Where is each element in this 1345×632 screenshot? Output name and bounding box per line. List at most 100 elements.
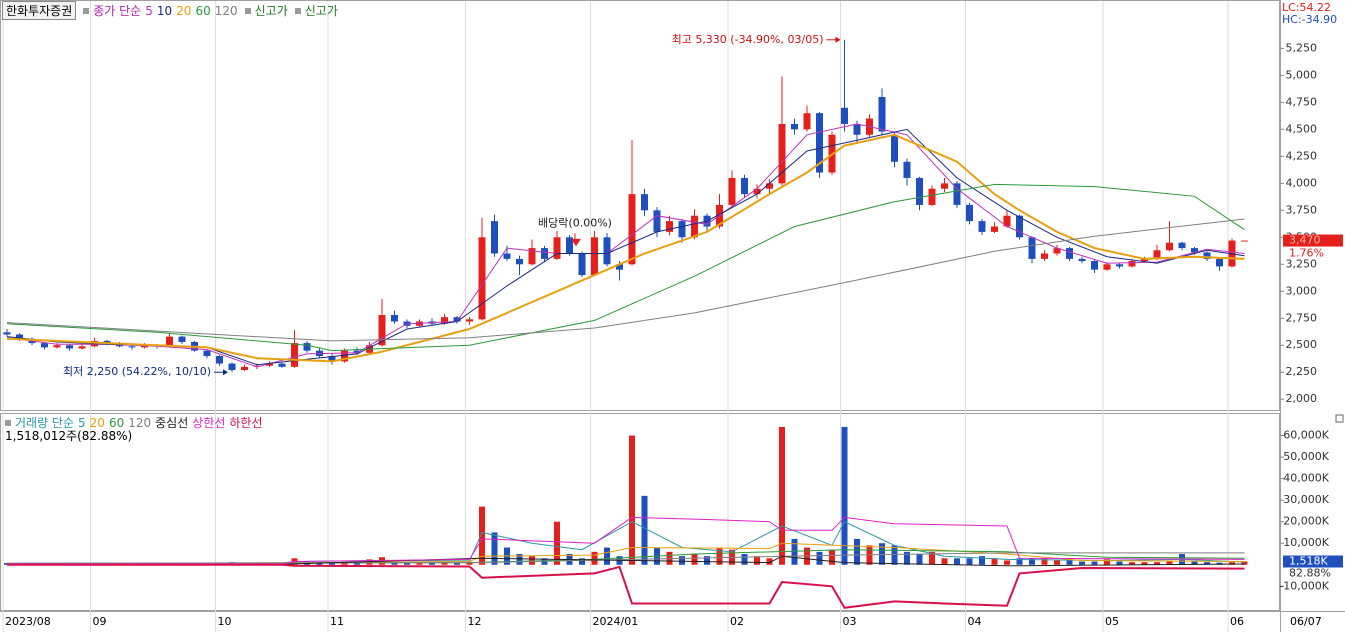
legend-item: 상한선 [192, 416, 226, 430]
candle-body [1241, 240, 1248, 242]
price-panel [0, 0, 1280, 411]
annotation: 배당락(0.00%) [538, 216, 612, 229]
volume-bar [1241, 561, 1248, 565]
candle-body [691, 215, 698, 238]
candle-body [241, 366, 248, 371]
volume-bar [1029, 558, 1035, 565]
volume-panel [0, 413, 1280, 611]
candle-body [1216, 258, 1223, 267]
candle-body [278, 363, 286, 367]
y-tick-label: 20,000K [1283, 515, 1329, 528]
candle-body [616, 264, 623, 270]
legend-item: 20 [89, 415, 105, 430]
volume-bar [1191, 561, 1198, 565]
volume-bar [941, 558, 948, 565]
last-price-change: 1.76% [1289, 247, 1324, 260]
volume-bar [1166, 561, 1173, 565]
candle-body [1028, 237, 1036, 259]
candle-body [778, 123, 786, 184]
candle-body [578, 253, 586, 276]
candle-body [41, 343, 48, 348]
volume-bar [1154, 562, 1160, 565]
candle-body [1041, 253, 1048, 259]
candle-body [216, 356, 223, 364]
price-legend: 한화투자증권 종가 단순 5 10 20 60 120 신고가 신고가 [2, 1, 338, 20]
average-line [6, 128, 1245, 366]
volume-legend: 거래량 단순 5 20 60 120 중심선 상한선 하한선 [2, 414, 263, 431]
volume-bar [604, 547, 610, 565]
lc-label: LC:54.22 [1282, 1, 1331, 14]
candle-body [128, 346, 136, 348]
x-tick-label: 05 [1105, 615, 1119, 628]
candle-body [78, 346, 86, 349]
average-line [7, 555, 1245, 567]
legend-item: 60 [108, 415, 125, 430]
candle-body [1103, 264, 1111, 270]
y-tick-label: 10,000K [1283, 536, 1329, 549]
volume-bar [491, 532, 498, 565]
y-tick-label: 4,750 [1286, 95, 1318, 108]
volume-bar [679, 556, 685, 565]
y-tick-label: 30,000K [1283, 493, 1329, 506]
volume-bar [641, 495, 648, 565]
volume-bar [829, 549, 835, 565]
volume-bar [754, 556, 760, 565]
arrow-head [835, 36, 841, 43]
volume-bar [854, 538, 860, 565]
volume-bar [954, 558, 960, 565]
candle-body [328, 356, 336, 362]
hc-label: HC:-34.90 [1282, 13, 1337, 26]
legend-item: 20 [176, 3, 192, 18]
y-tick-label: 60,000K [1283, 429, 1329, 442]
volume-bar [329, 562, 335, 565]
candle-body [553, 237, 561, 259]
volume-bar [904, 551, 910, 565]
annotation: 최저 2,250 (54.22%, 10/10) [63, 365, 211, 378]
candle-body [541, 248, 548, 259]
panel-close-button[interactable] [1335, 414, 1344, 423]
x-tick-label: 2024/01 [593, 615, 639, 628]
candle-body [1003, 215, 1011, 227]
candle-body [1128, 261, 1136, 267]
volume-bar [1216, 562, 1223, 565]
candle-body [641, 194, 648, 211]
y-tick-label: 4,250 [1286, 149, 1318, 162]
y-tick-label: 4,000 [1286, 176, 1318, 189]
candle-body [816, 113, 823, 173]
legend-item: 120 [128, 415, 152, 430]
arrow-head [223, 369, 228, 376]
candle-body [678, 221, 686, 238]
candle-body [416, 321, 423, 326]
candle-body [1091, 261, 1098, 270]
candle-body [141, 345, 148, 348]
candle-body [941, 183, 948, 189]
candle-body [478, 237, 486, 320]
volume-bar [879, 543, 885, 565]
volume-bar [966, 558, 973, 565]
candle-body [853, 123, 861, 135]
volume-bar [341, 562, 348, 565]
last-volume-label: 1,518K [1289, 554, 1328, 567]
last-price-label: 3,470 [1289, 234, 1321, 247]
candle-body [666, 221, 673, 232]
last-price-tag [1283, 234, 1343, 247]
average-line [7, 516, 1245, 565]
legend-marker [294, 7, 301, 14]
candle-body [353, 350, 361, 353]
y-tick-label: 2,500 [1286, 338, 1318, 351]
y-tick-label: 3,000 [1286, 284, 1318, 297]
candle-body [66, 345, 73, 349]
candle-body [728, 177, 736, 205]
legend-marker [244, 7, 251, 14]
average-line [7, 563, 1245, 609]
average-line [6, 552, 1245, 564]
candle-body [891, 134, 898, 162]
candle-body [1166, 242, 1173, 251]
volume-bar [991, 558, 998, 565]
volume-bar [454, 562, 460, 565]
y-tick-label: -10,000K [1279, 579, 1329, 592]
candle-body [503, 253, 511, 259]
volume-bar [716, 547, 723, 565]
volume-info: 1,518,012주(82.88%) [5, 429, 133, 443]
